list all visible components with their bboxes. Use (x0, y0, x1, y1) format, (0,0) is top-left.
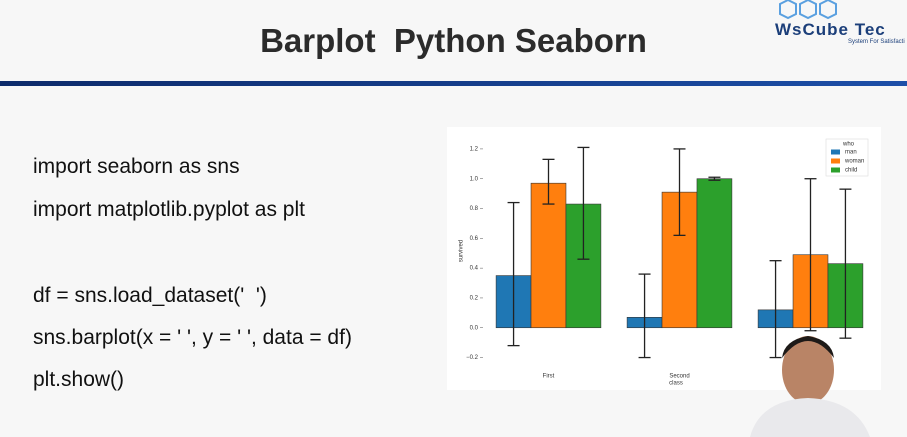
legend-label: child (845, 168, 857, 174)
y-tick-label: 1.2 (470, 146, 479, 152)
x-tick-label: Second (669, 374, 689, 380)
error-bar (542, 158, 555, 205)
bar (530, 182, 567, 329)
y-tick-label: 0.4 (470, 266, 479, 272)
bar (696, 178, 733, 329)
x-tick-label: First (543, 374, 555, 380)
y-tick-label: 0.8 (470, 206, 479, 212)
error-bar (673, 148, 686, 237)
y-tick-label: −0.2 (466, 355, 479, 361)
x-axis-label: class (669, 381, 683, 387)
legend-swatch (831, 149, 840, 155)
error-bar (769, 260, 782, 359)
legend-title: who (842, 142, 855, 148)
y-tick-label: 1.0 (470, 176, 479, 182)
presenter (750, 336, 870, 437)
legend-swatch (831, 158, 840, 164)
error-bar (638, 273, 651, 359)
error-bar (708, 176, 721, 181)
y-tick-label: 0.6 (470, 236, 479, 242)
logo-tagline: System For Satisfacti (848, 39, 905, 45)
error-bar (507, 201, 520, 347)
y-axis-label: survived (459, 240, 465, 262)
legend-label: man (845, 150, 857, 156)
code-line: sns.barplot(x = ' ', y = ' ', data = df) (33, 326, 352, 349)
logo-icon (779, 0, 837, 20)
y-tick-label: 0.0 (470, 325, 479, 331)
error-bar (577, 146, 590, 260)
legend-label: woman (844, 159, 864, 165)
legend-swatch (831, 167, 840, 173)
code-line: import matplotlib.pyplot as plt (33, 198, 305, 221)
slide-title: Barplot Python Seaborn (260, 22, 647, 59)
logo-text: WsCube Tec (775, 20, 886, 39)
y-tick-label: 0.2 (470, 296, 479, 302)
code-line: plt.show() (33, 368, 125, 391)
error-bar (804, 178, 817, 332)
error-bar (839, 188, 852, 339)
header-rule (0, 81, 907, 86)
code-line: import seaborn as sns (33, 155, 240, 178)
code-line: df = sns.load_dataset(' ') (33, 284, 267, 307)
